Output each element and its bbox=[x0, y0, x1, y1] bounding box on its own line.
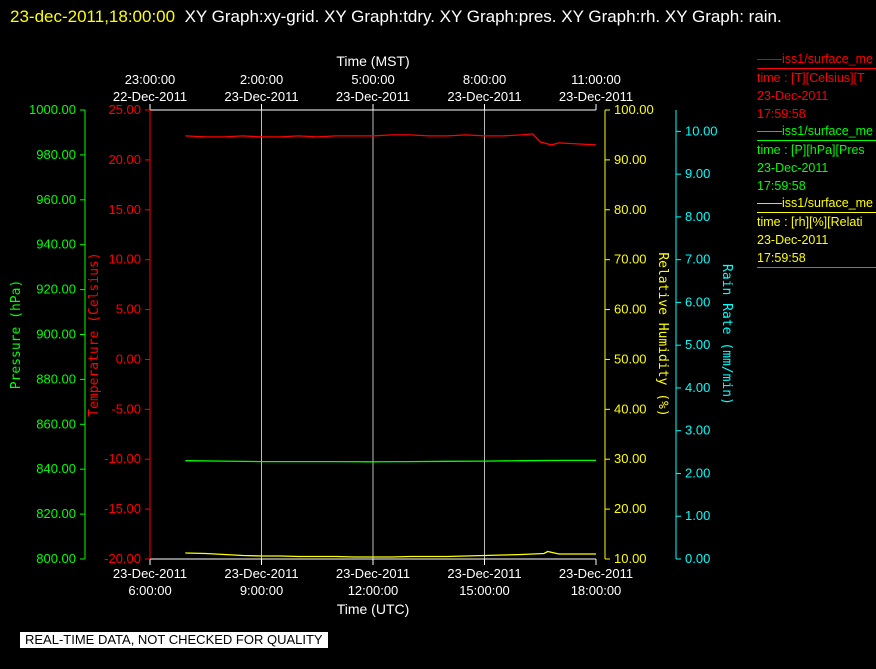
axis-tick-label-pres: 880.00 bbox=[36, 371, 76, 386]
axis-label-pres: Pressure (hPa) bbox=[9, 280, 24, 390]
x-top-tick-date: 23-Dec-2011 bbox=[447, 89, 521, 104]
axis-tick-label-rh: 30.00 bbox=[614, 451, 647, 466]
axis-tick-label-rh: 50.00 bbox=[614, 351, 647, 366]
axis-tick-label-pres: 980.00 bbox=[36, 147, 76, 162]
x-bottom-tick-date: 23-Dec-2011 bbox=[336, 566, 410, 581]
legend-time: 17:59:58 bbox=[757, 107, 806, 121]
legend-date: 23-Dec-2011 bbox=[757, 89, 829, 103]
axis-tick-label-rain: 9.00 bbox=[685, 166, 710, 181]
axis-tick-label-rh: 10.00 bbox=[614, 551, 647, 566]
axis-tick-label-pres: 900.00 bbox=[36, 327, 76, 342]
timestamp: 23-dec-2011,18:00:00 bbox=[10, 7, 176, 26]
axis-tick-label-temp: 15.00 bbox=[108, 202, 141, 217]
axis-label-rain: Rain Rate (mm/min) bbox=[719, 264, 734, 405]
legend-humidity: ——iss1/surface_me time : [rh][%][Relati … bbox=[757, 194, 876, 268]
axis-tick-label-temp: -15.00 bbox=[104, 501, 141, 516]
axis-tick-label-temp: -10.00 bbox=[104, 451, 141, 466]
legend-pressure: ——iss1/surface_me time : [P][hPa][Pres 2… bbox=[757, 122, 876, 195]
axis-tick-label-rain: 6.00 bbox=[685, 294, 710, 309]
series-line-rh bbox=[185, 550, 596, 558]
legend-field: time : [P][hPa][Pres bbox=[757, 143, 865, 157]
axis-tick-label-rh: 90.00 bbox=[614, 152, 647, 167]
legend-series-name: ——iss1/surface_me bbox=[757, 122, 876, 141]
axis-tick-label-temp: 0.00 bbox=[116, 351, 141, 366]
legend-time: 17:59:58 bbox=[757, 249, 876, 268]
axis-tick-label-rain: 8.00 bbox=[685, 209, 710, 224]
series-line-pres bbox=[185, 459, 596, 463]
axis-tick-label-rain: 5.00 bbox=[685, 337, 710, 352]
axis-tick-label-rain: 3.00 bbox=[685, 423, 710, 438]
axis-tick-label-rain: 10.00 bbox=[685, 123, 718, 138]
legend-temperature: ——iss1/surface_me time : [T][Celsius][T … bbox=[757, 50, 876, 123]
series-line-temp bbox=[185, 133, 597, 146]
graph-header: 23-dec-2011,18:00:00 XY Graph:xy-grid. X… bbox=[10, 2, 860, 31]
x-top-tick-date: 22-Dec-2011 bbox=[113, 89, 187, 104]
x-bottom-axis-label: Time (UTC) bbox=[337, 601, 410, 617]
axis-tick-label-rain: 2.00 bbox=[685, 465, 710, 480]
x-bottom-tick-date: 23-Dec-2011 bbox=[224, 566, 298, 581]
x-bottom-tick-time: 18:00:00 bbox=[571, 583, 622, 598]
axis-tick-label-rh: 20.00 bbox=[614, 501, 647, 516]
x-top-tick-time: 23:00:00 bbox=[125, 72, 176, 87]
axis-tick-label-rain: 1.00 bbox=[685, 508, 710, 523]
x-bottom-tick-time: 6:00:00 bbox=[128, 583, 171, 598]
axis-tick-label-rh: 100.00 bbox=[614, 102, 654, 117]
axis-tick-label-pres: 820.00 bbox=[36, 506, 76, 521]
axis-tick-label-temp: 20.00 bbox=[108, 152, 141, 167]
axis-tick-label-pres: 940.00 bbox=[36, 237, 76, 252]
x-top-axis-label: Time (MST) bbox=[336, 53, 409, 69]
axis-tick-label-pres: 860.00 bbox=[36, 416, 76, 431]
graph-list: XY Graph:xy-grid. XY Graph:tdry. XY Grap… bbox=[184, 7, 782, 26]
x-bottom-tick-time: 9:00:00 bbox=[240, 583, 283, 598]
x-bottom-tick-time: 15:00:00 bbox=[459, 583, 510, 598]
axis-tick-label-rain: 0.00 bbox=[685, 551, 710, 566]
axis-tick-label-temp: 25.00 bbox=[108, 102, 141, 117]
x-top-tick-time: 5:00:00 bbox=[351, 72, 394, 87]
axis-tick-label-temp: -5.00 bbox=[111, 401, 141, 416]
axis-tick-label-temp: 10.00 bbox=[108, 252, 141, 267]
x-top-tick-time: 11:00:00 bbox=[571, 72, 621, 87]
axis-tick-label-pres: 960.00 bbox=[36, 192, 76, 207]
axis-tick-label-rain: 4.00 bbox=[685, 380, 710, 395]
axis-tick-label-rh: 80.00 bbox=[614, 202, 647, 217]
legend-field: time : [rh][%][Relati bbox=[757, 215, 863, 229]
axis-tick-label-rh: 40.00 bbox=[614, 401, 647, 416]
x-top-tick-date: 23-Dec-2011 bbox=[224, 89, 298, 104]
x-bottom-tick-date: 23-Dec-2011 bbox=[447, 566, 521, 581]
axis-label-rh: Relative Humidity (%) bbox=[655, 252, 670, 416]
axis-tick-label-rh: 70.00 bbox=[614, 252, 647, 267]
legend-time: 17:59:58 bbox=[757, 179, 806, 193]
axis-label-temp: Temperature (Celsius) bbox=[87, 252, 102, 416]
x-top-tick-time: 8:00:00 bbox=[463, 72, 506, 87]
axis-tick-label-temp: -20.00 bbox=[104, 551, 141, 566]
axis-tick-label-pres: 840.00 bbox=[36, 461, 76, 476]
axis-tick-label-pres: 920.00 bbox=[36, 282, 76, 297]
x-top-tick-date: 23-Dec-2011 bbox=[336, 89, 410, 104]
legend-date: 23-Dec-2011 bbox=[757, 233, 829, 247]
axis-tick-label-pres: 800.00 bbox=[36, 551, 76, 566]
x-bottom-tick-time: 12:00:00 bbox=[348, 583, 399, 598]
axis-tick-label-rh: 60.00 bbox=[614, 302, 647, 317]
x-top-tick-time: 2:00:00 bbox=[240, 72, 283, 87]
legend-field: time : [T][Celsius][T bbox=[757, 71, 865, 85]
x-bottom-tick-date: 23-Dec-2011 bbox=[113, 566, 187, 581]
legend-date: 23-Dec-2011 bbox=[757, 161, 829, 175]
axis-tick-label-temp: 5.00 bbox=[116, 302, 141, 317]
quality-notice: REAL-TIME DATA, NOT CHECKED FOR QUALITY bbox=[20, 632, 328, 648]
legend-series-name: ——iss1/surface_me bbox=[757, 50, 876, 69]
x-bottom-tick-date: 23-Dec-2011 bbox=[559, 566, 633, 581]
axis-tick-label-pres: 1000.00 bbox=[29, 102, 76, 117]
x-top-tick-date: 23-Dec-2011 bbox=[559, 89, 633, 104]
axis-tick-label-rain: 7.00 bbox=[685, 252, 710, 267]
legend-series-name: ——iss1/surface_me bbox=[757, 194, 876, 213]
